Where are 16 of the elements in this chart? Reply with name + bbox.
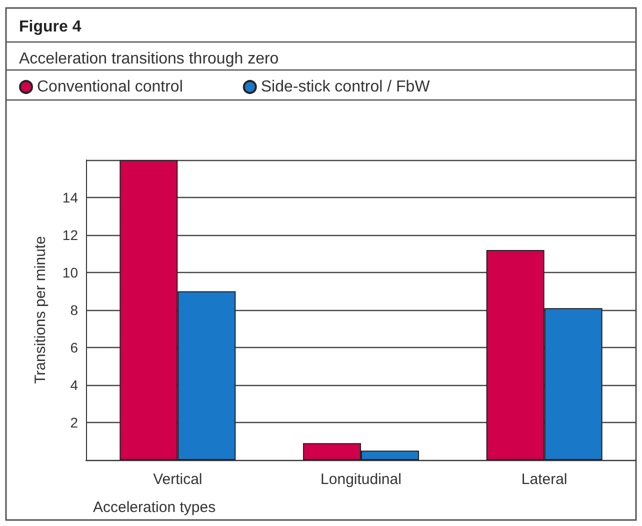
y-axis-title: Transitions per minute	[32, 236, 49, 384]
y-tick-label: 10	[62, 264, 78, 280]
x-tick-label: Longitudinal	[320, 471, 402, 488]
y-tick-label: 12	[62, 227, 78, 243]
x-tick-label: Lateral	[521, 471, 568, 488]
y-tick-label: 2	[70, 414, 78, 430]
legend-label: Conventional control	[37, 78, 183, 96]
chart-subtitle: Acceleration transitions through zero	[19, 50, 279, 68]
y-tick-label: 4	[70, 377, 78, 393]
x-axis-title: Acceleration types	[93, 499, 216, 516]
y-tick-label: 14	[62, 190, 78, 206]
legend-label: Side-stick control / FbW	[260, 78, 431, 96]
y-tick-label: 6	[70, 340, 78, 356]
y-tick-label: 8	[70, 302, 78, 318]
x-tick-label: Vertical	[153, 471, 202, 488]
chart-title: Figure 4	[19, 18, 82, 36]
